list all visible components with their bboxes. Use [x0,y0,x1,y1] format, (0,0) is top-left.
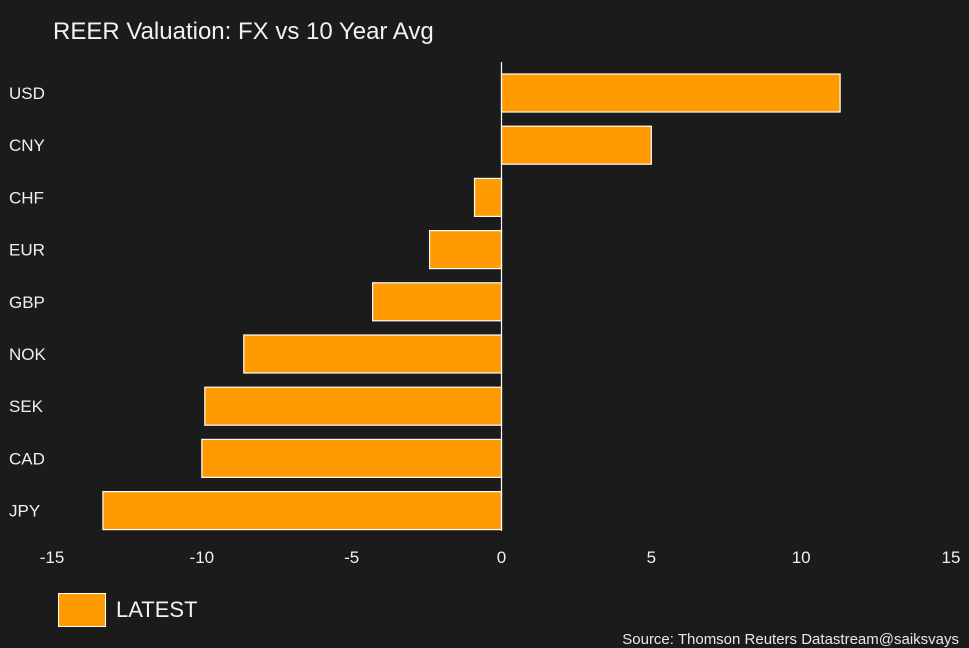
bar-usd [500,73,841,113]
category-label-cny: CNY [9,136,45,155]
x-tick-label: 15 [942,548,961,567]
x-tick-label: 0 [497,548,506,567]
category-label-usd: USD [9,84,45,103]
x-tick-label: 10 [792,548,811,567]
x-tick-label: -15 [40,548,65,567]
source-note: Source: Thomson Reuters Datastream@saiks… [622,631,959,648]
bar-cny [500,125,652,165]
bar-chart: USD CNY CHF EUR GBP NOK SEK CAD JPY -15 -10 -5 0 5 10 1… [9,62,961,567]
bar-jpy [102,491,503,531]
legend-label: LATEST [116,597,198,622]
bar-chf [473,177,503,217]
x-tick-label: 5 [647,548,656,567]
category-label-chf: CHF [9,188,44,207]
category-label-eur: EUR [9,241,45,260]
category-label-sek: SEK [9,397,44,416]
category-label-cad: CAD [9,449,45,468]
chart-title: REER Valuation: FX vs 10 Year Avg [53,18,434,45]
bar-cad [201,438,503,478]
bar-gbp [372,282,503,322]
category-label-jpy: JPY [9,502,40,521]
category-label-nok: NOK [9,345,47,364]
x-tick-label: -5 [344,548,359,567]
legend: LATEST [58,593,198,627]
x-tick-label: -10 [190,548,215,567]
category-label-gbp: GBP [9,293,45,312]
bar-eur [428,230,503,270]
bar-sek [204,386,503,426]
legend-swatch [58,593,106,627]
bar-nok [243,334,503,374]
